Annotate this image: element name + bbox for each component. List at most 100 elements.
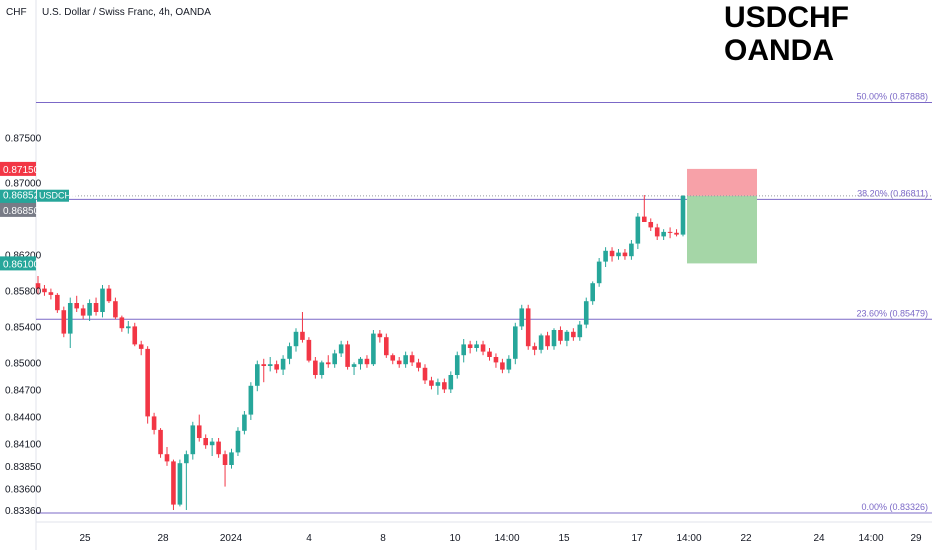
candle-body <box>648 222 654 228</box>
candle-body <box>596 261 602 284</box>
candle-body <box>126 326 131 329</box>
candle-body <box>145 348 150 417</box>
candle-body <box>654 227 660 237</box>
candle-body <box>93 303 99 312</box>
candle-body <box>138 344 144 349</box>
candle-body <box>474 344 479 348</box>
time-tick-label: 14:00 <box>494 533 519 544</box>
price-tick-label: 0.83360 <box>5 506 42 517</box>
candle-body <box>293 331 299 347</box>
candle-body <box>609 250 615 257</box>
candle-body <box>48 292 54 295</box>
symbol-watermark-line2: OANDA <box>724 34 834 67</box>
time-tick-label: 25 <box>79 533 91 544</box>
time-tick-label: 14:00 <box>858 533 883 544</box>
candle-body <box>171 461 176 505</box>
price-tick-label: 0.84400 <box>5 412 42 423</box>
time-tick-label: 17 <box>631 533 643 544</box>
price-tag <box>0 161 36 176</box>
price-tag <box>0 202 36 217</box>
fibonacci-retracement[interactable]: 50.00% (0.87888) 38.20% (0.86811) 23.60% (… <box>36 91 932 514</box>
time-axis[interactable]: 25 28 2024 4 8 10 14:00 15 17 14:00 22 24 14:00 29 <box>79 533 922 544</box>
price-tick-label: 0.83850 <box>5 462 42 473</box>
candle-body <box>280 358 286 370</box>
candle-body <box>358 358 363 365</box>
candle-body <box>184 454 189 464</box>
price-axis[interactable]: 0.87500 0.87000 0.86200 0.85800 0.85400 0.850… <box>5 133 42 517</box>
candle-body <box>571 331 576 338</box>
candle-body <box>545 335 550 347</box>
candle-body <box>203 438 208 446</box>
time-tick-label: 2024 <box>220 533 243 544</box>
candle-body <box>351 364 357 367</box>
price-tag-value: 0.86100 <box>3 259 40 270</box>
fib-level-label: 0.00% (0.83326) <box>861 502 928 512</box>
candle-body <box>416 362 421 368</box>
candle-body <box>454 355 460 375</box>
candlestick-series <box>35 195 686 510</box>
candle-body <box>583 301 589 325</box>
candle-body <box>538 335 544 350</box>
candle-body <box>332 353 337 365</box>
time-tick-label: 28 <box>157 533 169 544</box>
candle-body <box>248 385 254 415</box>
candle-body <box>364 358 370 365</box>
candle-body <box>222 454 228 465</box>
candle-body <box>313 360 318 375</box>
candle-body <box>680 195 686 235</box>
time-tick-label: 24 <box>813 533 825 544</box>
candle-body <box>190 425 196 455</box>
candle-body <box>87 303 92 316</box>
time-tick-label: 22 <box>740 533 752 544</box>
candle-body <box>113 301 118 318</box>
candle-body <box>532 346 537 350</box>
price-tick-label: 0.83600 <box>5 484 42 495</box>
candle-body <box>100 288 105 312</box>
price-tick-label: 0.87500 <box>5 133 42 144</box>
candle-body <box>519 308 525 327</box>
price-tick-label: 0.84700 <box>5 385 42 396</box>
price-tick-label: 0.85000 <box>5 358 42 369</box>
candle-body <box>422 367 428 381</box>
candle-body <box>429 380 434 386</box>
candle-body <box>287 346 292 359</box>
symbol-tag-label: USDCHF <box>39 191 77 201</box>
price-tick-label: 0.84100 <box>5 439 42 450</box>
candle-body <box>80 308 86 316</box>
candle-body <box>61 310 67 334</box>
candle-body <box>377 333 383 338</box>
candle-body <box>216 441 221 455</box>
candle-body <box>396 360 402 365</box>
symbol-watermark-line1: USDCHF <box>724 1 849 34</box>
price-tag <box>0 256 36 271</box>
price-tag-value: 0.86850 <box>3 206 40 217</box>
candle-body <box>513 326 518 359</box>
candle-body <box>267 364 273 366</box>
price-tick-label: 0.86200 <box>5 250 42 261</box>
candle-body <box>558 330 563 341</box>
candle-body <box>635 216 641 244</box>
candle-body <box>661 231 666 237</box>
time-tick-label: 14:00 <box>676 533 701 544</box>
candle-body <box>177 463 183 505</box>
candle-body <box>674 232 679 235</box>
time-tick-label: 29 <box>910 533 922 544</box>
candle-body <box>255 364 260 386</box>
candle-body <box>74 303 79 309</box>
price-tag-value: 0.87150 <box>3 165 40 176</box>
candle-body <box>338 344 344 354</box>
candle-body <box>106 288 112 302</box>
last-price-value: 0.86852 <box>3 191 40 202</box>
candle-body <box>67 303 73 334</box>
candle-body <box>196 425 202 438</box>
time-tick-label: 4 <box>306 533 312 544</box>
candle-body <box>493 357 499 363</box>
candle-body <box>442 382 447 390</box>
candle-body <box>235 430 241 453</box>
stop-loss-zone <box>687 168 757 196</box>
candle-body <box>151 416 157 430</box>
short-position-tool[interactable] <box>36 168 932 264</box>
candle-body <box>551 330 557 347</box>
time-tick-label: 8 <box>380 533 386 544</box>
